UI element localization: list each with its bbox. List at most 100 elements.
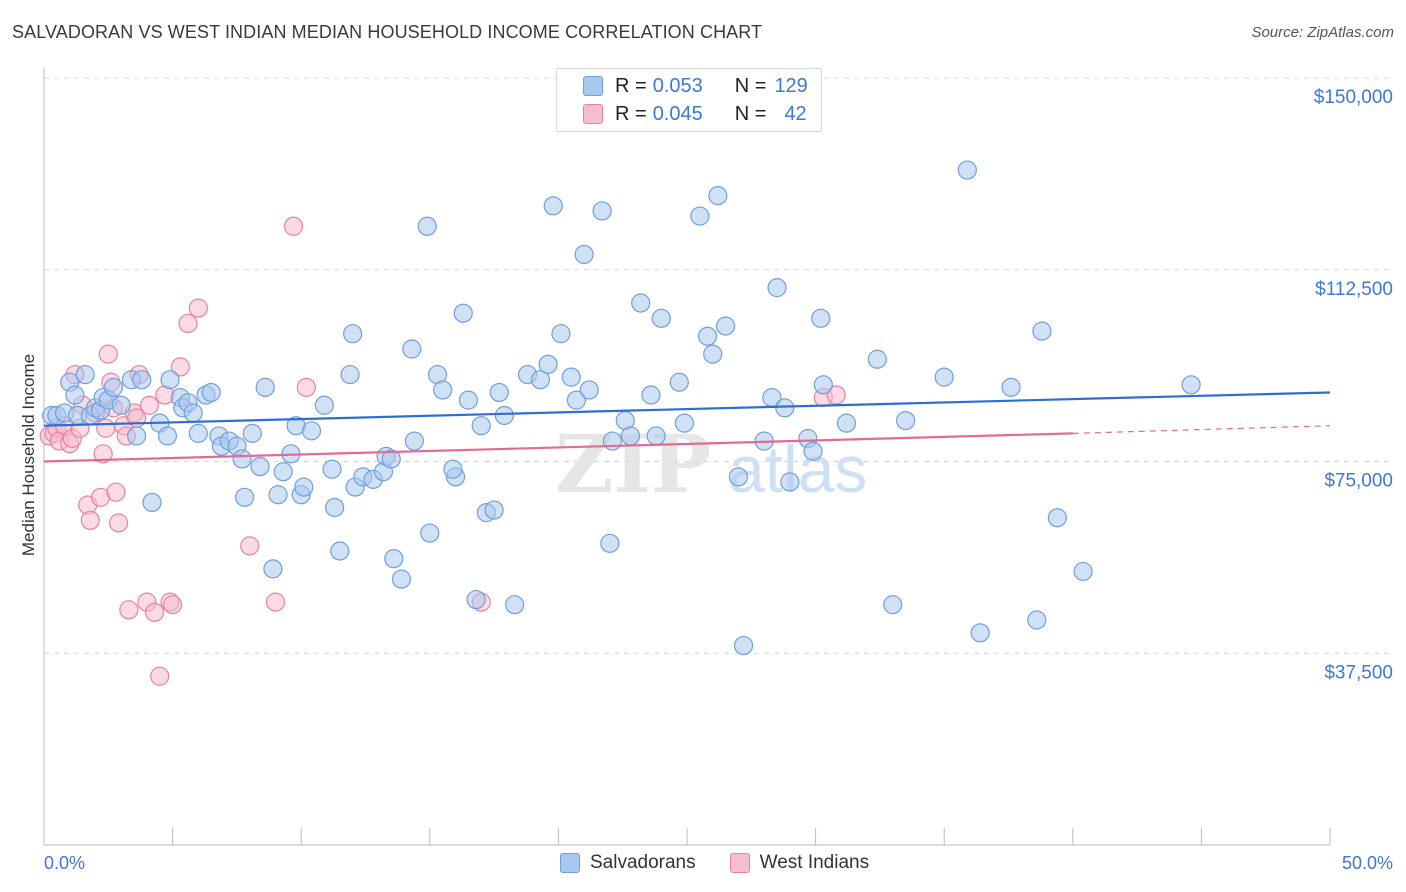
y-tick-label: $37,500: [1324, 662, 1393, 683]
salvadorans-trend-line: [43, 391, 1331, 427]
salvadorans-point: [188, 423, 208, 443]
salvadorans-point: [142, 492, 162, 513]
x-tick-labels: 0.0% 50.0%: [44, 853, 1393, 873]
salvadorans-point: [343, 324, 363, 344]
y-tick-label: $112,500: [1315, 279, 1393, 300]
salvadorans-points: [42, 160, 1201, 656]
salvadorans-point: [697, 326, 718, 346]
salvadorans-point: [600, 533, 620, 553]
salvadorans-point: [322, 459, 342, 479]
west-indians-point: [96, 418, 116, 438]
legend-item-west-indians[interactable]: West Indians: [729, 852, 870, 874]
salvadorans-point: [690, 206, 710, 226]
salvadorans-point: [294, 477, 314, 497]
n-label: N =: [734, 74, 767, 97]
salvadorans-point: [592, 201, 612, 221]
west-indians-point: [265, 592, 286, 612]
west-indians-point: [826, 385, 846, 405]
salvadorans-point: [538, 354, 558, 374]
salvadorans-point: [381, 449, 401, 469]
west-indians-point: [170, 357, 190, 377]
salvadorans-point: [330, 541, 350, 561]
west-indians-swatch: [583, 104, 603, 124]
r-label: R =: [615, 102, 647, 125]
salvadorans-point: [250, 457, 270, 477]
salvadorans-point: [255, 377, 275, 397]
salvadorans-point: [505, 595, 525, 615]
r-label: R =: [615, 74, 647, 97]
legend-item-salvadorans[interactable]: Salvadorans: [560, 852, 696, 874]
trend-lines: [43, 391, 1331, 463]
west-indians-legend-label: West Indians: [759, 852, 870, 873]
west-indians-point: [98, 344, 118, 364]
salvadorans-point: [646, 426, 666, 446]
salvadorans-point: [263, 559, 283, 579]
west-indians-point: [106, 482, 126, 502]
salvadorans-point: [301, 421, 322, 441]
west-indians-legend-swatch: [729, 853, 750, 873]
salvadorans-point: [471, 416, 491, 436]
legend-row-west-indians: R = 0.045 N = 42: [583, 101, 807, 127]
salvadorans-point: [314, 395, 334, 415]
west-indians-point: [240, 536, 260, 556]
west-indians-point: [108, 513, 129, 533]
salvadorans-point: [268, 485, 288, 505]
salvadorans-point: [579, 380, 599, 400]
west-indians-point: [119, 600, 139, 620]
salvadorans-point: [433, 380, 453, 400]
west-indians-point: [139, 395, 160, 415]
salvadorans-point: [957, 160, 977, 180]
salvadorans-point: [132, 370, 152, 390]
salvadorans-point: [1027, 610, 1047, 630]
salvadorans-point: [1032, 321, 1052, 341]
salvadorans-point: [232, 449, 252, 469]
salvadorans-n-value: 129: [774, 74, 808, 97]
salvadorans-point: [715, 316, 736, 336]
y-axis-label: Median Household Income: [19, 354, 38, 556]
salvadorans-point: [620, 426, 641, 446]
salvadorans-point: [458, 390, 478, 410]
west-indians-point: [144, 602, 165, 622]
west-indians-r-value: 0.045: [652, 102, 703, 125]
salvadorans-point: [494, 405, 514, 426]
salvadorans-point: [183, 403, 203, 423]
salvadorans-point: [934, 367, 954, 387]
salvadorans-point: [157, 426, 178, 446]
salvadorans-point: [1001, 377, 1021, 397]
salvadorans-point: [443, 459, 463, 479]
x-tick-label: 50.0%: [1342, 853, 1393, 873]
salvadorans-point: [867, 349, 887, 369]
y-tick-label: $150,000: [1314, 87, 1393, 108]
salvadorans-point: [1047, 508, 1067, 528]
watermark: ZIP atlas: [555, 417, 867, 511]
salvadorans-point: [896, 410, 916, 431]
salvadorans-point: [103, 377, 124, 397]
west-indians-point: [150, 666, 170, 686]
west-indians-n-value: 42: [784, 102, 807, 125]
salvadorans-r-value: 0.053: [652, 74, 703, 97]
west-indians-point: [80, 510, 100, 530]
axes: [43, 68, 1331, 846]
salvadorans-point: [235, 487, 255, 507]
west-indians-trend-line: [43, 432, 1073, 463]
salvadorans-point: [384, 549, 404, 569]
salvadorans-point: [970, 623, 990, 643]
salvadorans-point: [1073, 561, 1093, 582]
salvadorans-legend-label: Salvadorans: [590, 852, 696, 873]
salvadorans-point: [836, 413, 857, 433]
salvadorans-point: [561, 367, 581, 387]
salvadorans-point: [391, 569, 412, 589]
salvadorans-point: [602, 431, 623, 451]
salvadorans-point: [273, 462, 293, 482]
salvadorans-point: [813, 375, 833, 395]
salvadorans-point: [489, 382, 509, 403]
salvadorans-point: [780, 472, 800, 492]
salvadorans-point: [201, 382, 221, 403]
salvadorans-point: [402, 339, 422, 359]
series-legend: Salvadorans West Indians: [560, 852, 903, 874]
salvadorans-point: [631, 293, 651, 313]
salvadorans-point: [126, 426, 147, 446]
salvadorans-point: [767, 278, 787, 298]
salvadorans-point: [466, 589, 486, 610]
